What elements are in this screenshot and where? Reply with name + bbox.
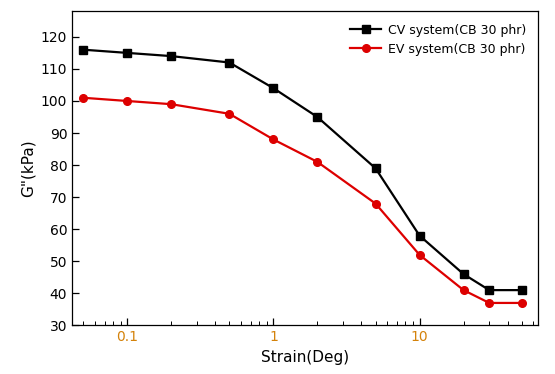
EV system(CB 30 phr) (270, 137, 277, 142)
CV system(CB 30 phr) (226, 60, 233, 65)
EV system(CB 30 phr) (226, 111, 233, 116)
EV system(CB 30 phr) (80, 95, 87, 100)
EV system(CB 30 phr) (168, 102, 174, 107)
Line: CV system(CB 30 phr): CV system(CB 30 phr) (79, 46, 526, 294)
CV system(CB 30 phr) (460, 272, 467, 276)
EV system(CB 30 phr) (416, 252, 423, 257)
EV system(CB 30 phr) (372, 201, 379, 206)
EV system(CB 30 phr) (314, 160, 321, 164)
Y-axis label: G"(kPa): G"(kPa) (20, 140, 35, 197)
CV system(CB 30 phr) (486, 288, 493, 292)
CV system(CB 30 phr) (416, 233, 423, 238)
EV system(CB 30 phr) (124, 99, 130, 103)
EV system(CB 30 phr) (460, 288, 467, 292)
CV system(CB 30 phr) (80, 47, 87, 52)
EV system(CB 30 phr) (518, 301, 525, 305)
X-axis label: Strain(Deg): Strain(Deg) (261, 350, 349, 365)
EV system(CB 30 phr) (486, 301, 493, 305)
CV system(CB 30 phr) (518, 288, 525, 292)
CV system(CB 30 phr) (124, 50, 130, 55)
Line: EV system(CB 30 phr): EV system(CB 30 phr) (79, 94, 526, 307)
CV system(CB 30 phr) (168, 54, 174, 58)
CV system(CB 30 phr) (270, 86, 277, 91)
CV system(CB 30 phr) (314, 115, 321, 119)
Legend: CV system(CB 30 phr), EV system(CB 30 phr): CV system(CB 30 phr), EV system(CB 30 ph… (344, 18, 532, 62)
CV system(CB 30 phr) (372, 166, 379, 171)
